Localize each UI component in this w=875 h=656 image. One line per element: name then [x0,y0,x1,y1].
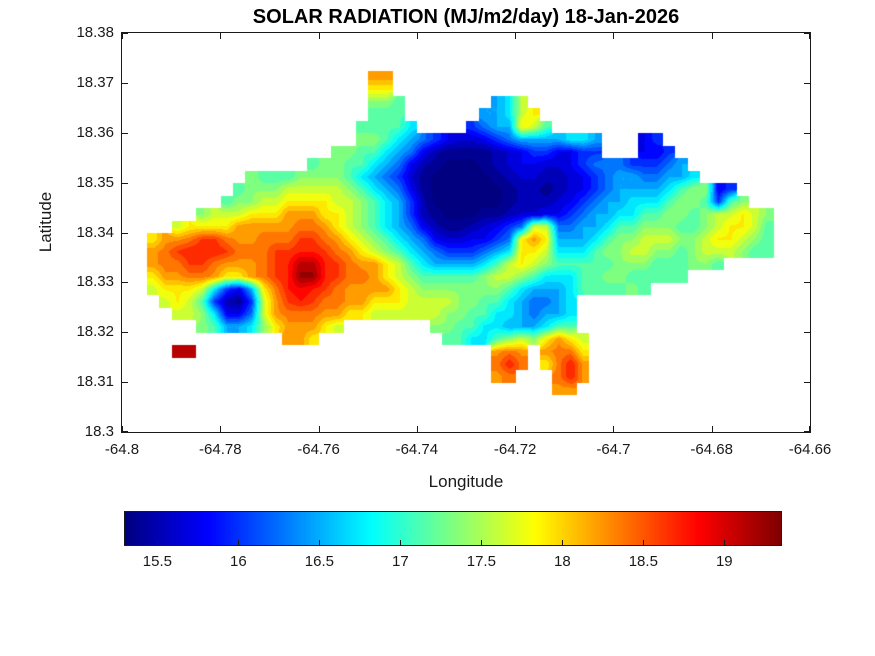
y-tick-mark [122,83,128,84]
x-tick-mark [515,33,516,39]
colorbar-tick-mark [319,540,320,545]
x-tick-mark [809,33,810,39]
colorbar-gradient-canvas [125,512,781,545]
y-tick-mark [804,431,810,432]
x-tick-label: -64.7 [596,441,631,458]
y-tick-label: 18.34 [76,223,114,241]
x-tick-label: -64.66 [788,441,832,458]
x-tick-mark [220,33,221,39]
x-tick-mark [319,426,320,432]
colorbar-tick-label: 19 [715,553,733,570]
x-tick-label: -64.78 [199,441,242,458]
colorbar-tick-mark [238,540,239,545]
x-tick-label: -64.68 [690,441,733,458]
y-tick-mark [122,33,128,34]
x-tick-mark [220,426,221,432]
y-tick-mark [804,33,810,34]
colorbar-tick-mark [643,540,644,545]
y-tick-label: 18.33 [76,273,114,291]
y-tick-mark [122,431,128,432]
colorbar-tick-label: 17 [392,553,409,570]
colorbar-tick-mark [724,540,725,545]
colorbar-tick-label: 16 [230,553,247,570]
x-tick-mark [122,33,123,39]
x-tick-label: -64.76 [297,441,340,458]
colorbar-tick-label: 18.5 [628,553,658,570]
y-tick-mark [804,183,810,184]
y-tick-mark [804,332,810,333]
y-tick-mark [122,382,128,383]
y-tick-mark [122,233,128,234]
x-tick-mark [712,426,713,432]
x-tick-label: -64.8 [104,441,140,458]
y-tick-mark [122,332,128,333]
y-tick-mark [122,133,128,134]
chart-title: SOLAR RADIATION (MJ/m2/day) 18-Jan-2026 [252,6,680,28]
colorbar [124,511,782,546]
y-tick-label: 18.32 [76,323,114,341]
colorbar-tick-label: 18 [553,553,571,570]
colorbar-tick-mark [562,540,563,545]
x-tick-mark [319,33,320,39]
y-tick-mark [122,183,128,184]
y-tick-label: 18.35 [76,173,114,191]
y-tick-mark [122,282,128,283]
y-tick-mark [804,133,810,134]
y-tick-label: 18.37 [76,73,114,91]
x-tick-mark [122,426,123,432]
x-tick-mark [712,33,713,39]
colorbar-tick-label: 17.5 [466,553,496,570]
colorbar-tick-marks-layer [125,512,781,545]
y-tick-label: 18.3 [84,423,114,440]
x-tick-mark [515,426,516,432]
x-tick-mark [809,426,810,432]
tick-marks-layer [122,33,810,432]
y-tick-mark [804,83,810,84]
x-tick-mark [417,426,418,432]
y-tick-mark [804,282,810,283]
contour-map-canvas [122,33,810,432]
y-tick-mark [804,382,810,383]
colorbar-tick-mark [157,540,158,545]
x-tick-label: -64.72 [493,441,537,458]
colorbar-tick-label: 16.5 [304,553,334,570]
colorbar-tick-mark [400,540,401,545]
colorbar-tick-label: 15.5 [142,553,172,570]
y-tick-label: 18.38 [76,24,114,41]
x-tick-mark [613,426,614,432]
colorbar-tick-mark [481,540,482,545]
y-tick-mark [804,233,810,234]
x-axis-label: Longitude [428,472,504,491]
x-tick-mark [613,33,614,39]
x-tick-label: -64.74 [395,441,439,458]
x-tick-mark [417,33,418,39]
y-tick-label: 18.31 [76,373,114,391]
y-tick-label: 18.36 [76,123,114,141]
plot-area [121,32,811,433]
